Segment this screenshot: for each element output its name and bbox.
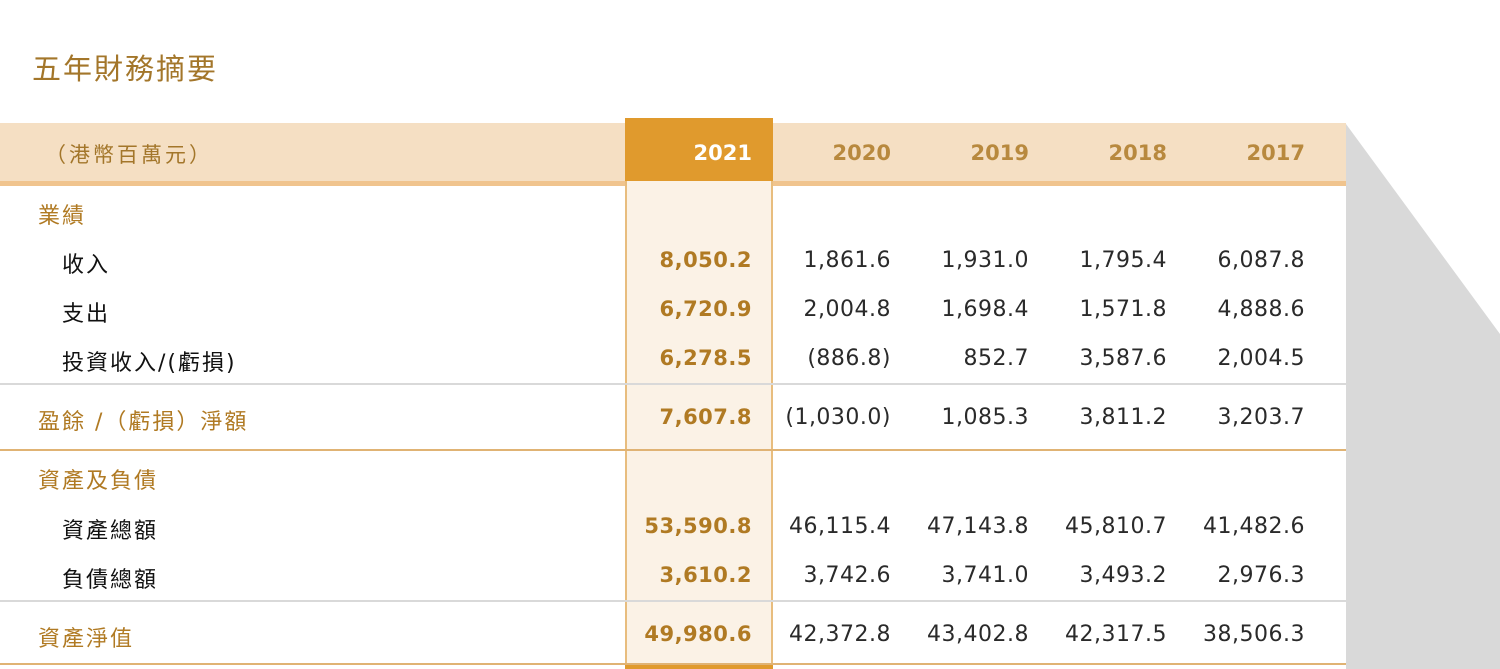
page-title: 五年財務摘要 <box>32 52 219 86</box>
cell-net-assets-2017: 38,506.3 <box>1203 622 1305 647</box>
cell-revenue-2017: 6,087.8 <box>1217 248 1305 273</box>
side-shadow-decoration <box>1346 124 1500 669</box>
cell-net-surplus-2019: 1,085.3 <box>941 405 1029 430</box>
cell-expenditure-2021: 6,720.9 <box>659 297 752 321</box>
cell-revenue-2019: 1,931.0 <box>941 248 1029 273</box>
current-year-column-highlight <box>625 118 773 669</box>
unit-label: （港幣百萬元） <box>45 143 213 167</box>
row-label-expenditure: 支出 <box>62 302 111 327</box>
cell-net-surplus-2020: (1,030.0) <box>785 405 891 430</box>
cell-total-liabilities-2017: 2,976.3 <box>1217 563 1305 588</box>
table-bottom-rule <box>0 663 1346 665</box>
cell-expenditure-2019: 1,698.4 <box>941 297 1029 322</box>
cell-total-liabilities-2019: 3,741.0 <box>941 563 1029 588</box>
cell-investment-income-2021: 6,278.5 <box>659 346 752 370</box>
cell-investment-income-2020: (886.8) <box>807 346 891 371</box>
cell-net-assets-2018: 42,317.5 <box>1065 622 1167 647</box>
financial-summary-table: （港幣百萬元） 2021 2020 2019 2018 2017 業績 收入 8… <box>0 118 1346 669</box>
cell-total-assets-2020: 46,115.4 <box>789 514 891 539</box>
row-label-net-surplus: 盈餘 /（虧損）淨額 <box>38 410 249 435</box>
row-divider <box>0 600 1346 602</box>
year-header-2020: 2020 <box>832 141 891 165</box>
cell-total-liabilities-2020: 3,742.6 <box>803 563 891 588</box>
cell-net-surplus-2018: 3,811.2 <box>1079 405 1167 430</box>
cell-net-surplus-2017: 3,203.7 <box>1217 405 1305 430</box>
cell-revenue-2018: 1,795.4 <box>1079 248 1167 273</box>
cell-expenditure-2020: 2,004.8 <box>803 297 891 322</box>
cell-net-assets-2021: 49,980.6 <box>644 622 752 646</box>
cell-expenditure-2018: 1,571.8 <box>1079 297 1167 322</box>
cell-total-liabilities-2018: 3,493.2 <box>1079 563 1167 588</box>
row-divider <box>0 383 1346 385</box>
year-header-2017: 2017 <box>1246 141 1305 165</box>
cell-investment-income-2018: 3,587.6 <box>1079 346 1167 371</box>
cell-investment-income-2019: 852.7 <box>963 346 1029 371</box>
year-header-2019: 2019 <box>970 141 1029 165</box>
current-year-column-bottom-bar <box>625 663 773 669</box>
row-label-investment-income: 投資收入/(虧損) <box>62 351 237 376</box>
cell-investment-income-2017: 2,004.5 <box>1217 346 1305 371</box>
cell-net-assets-2019: 43,402.8 <box>927 622 1029 647</box>
cell-total-assets-2018: 45,810.7 <box>1065 514 1167 539</box>
row-label-net-assets: 資產淨值 <box>38 627 135 652</box>
row-label-total-liabilities: 負債總額 <box>62 568 159 593</box>
row-label-total-assets: 資產總額 <box>62 519 159 544</box>
cell-revenue-2021: 8,050.2 <box>659 248 752 272</box>
year-header-2021: 2021 <box>693 141 752 165</box>
cell-revenue-2020: 1,861.6 <box>803 248 891 273</box>
row-label-revenue: 收入 <box>62 253 111 278</box>
section-divider <box>0 449 1346 451</box>
cell-net-assets-2020: 42,372.8 <box>789 622 891 647</box>
cell-total-liabilities-2021: 3,610.2 <box>659 563 752 587</box>
cell-expenditure-2017: 4,888.6 <box>1217 297 1305 322</box>
cell-net-surplus-2021: 7,607.8 <box>659 405 752 429</box>
current-year-header-cell <box>625 118 773 181</box>
cell-total-assets-2017: 41,482.6 <box>1203 514 1305 539</box>
section-title-assets-liabilities: 資產及負債 <box>38 469 159 494</box>
year-header-2018: 2018 <box>1108 141 1167 165</box>
cell-total-assets-2021: 53,590.8 <box>644 514 752 538</box>
cell-total-assets-2019: 47,143.8 <box>927 514 1029 539</box>
section-title-results: 業績 <box>38 204 87 229</box>
